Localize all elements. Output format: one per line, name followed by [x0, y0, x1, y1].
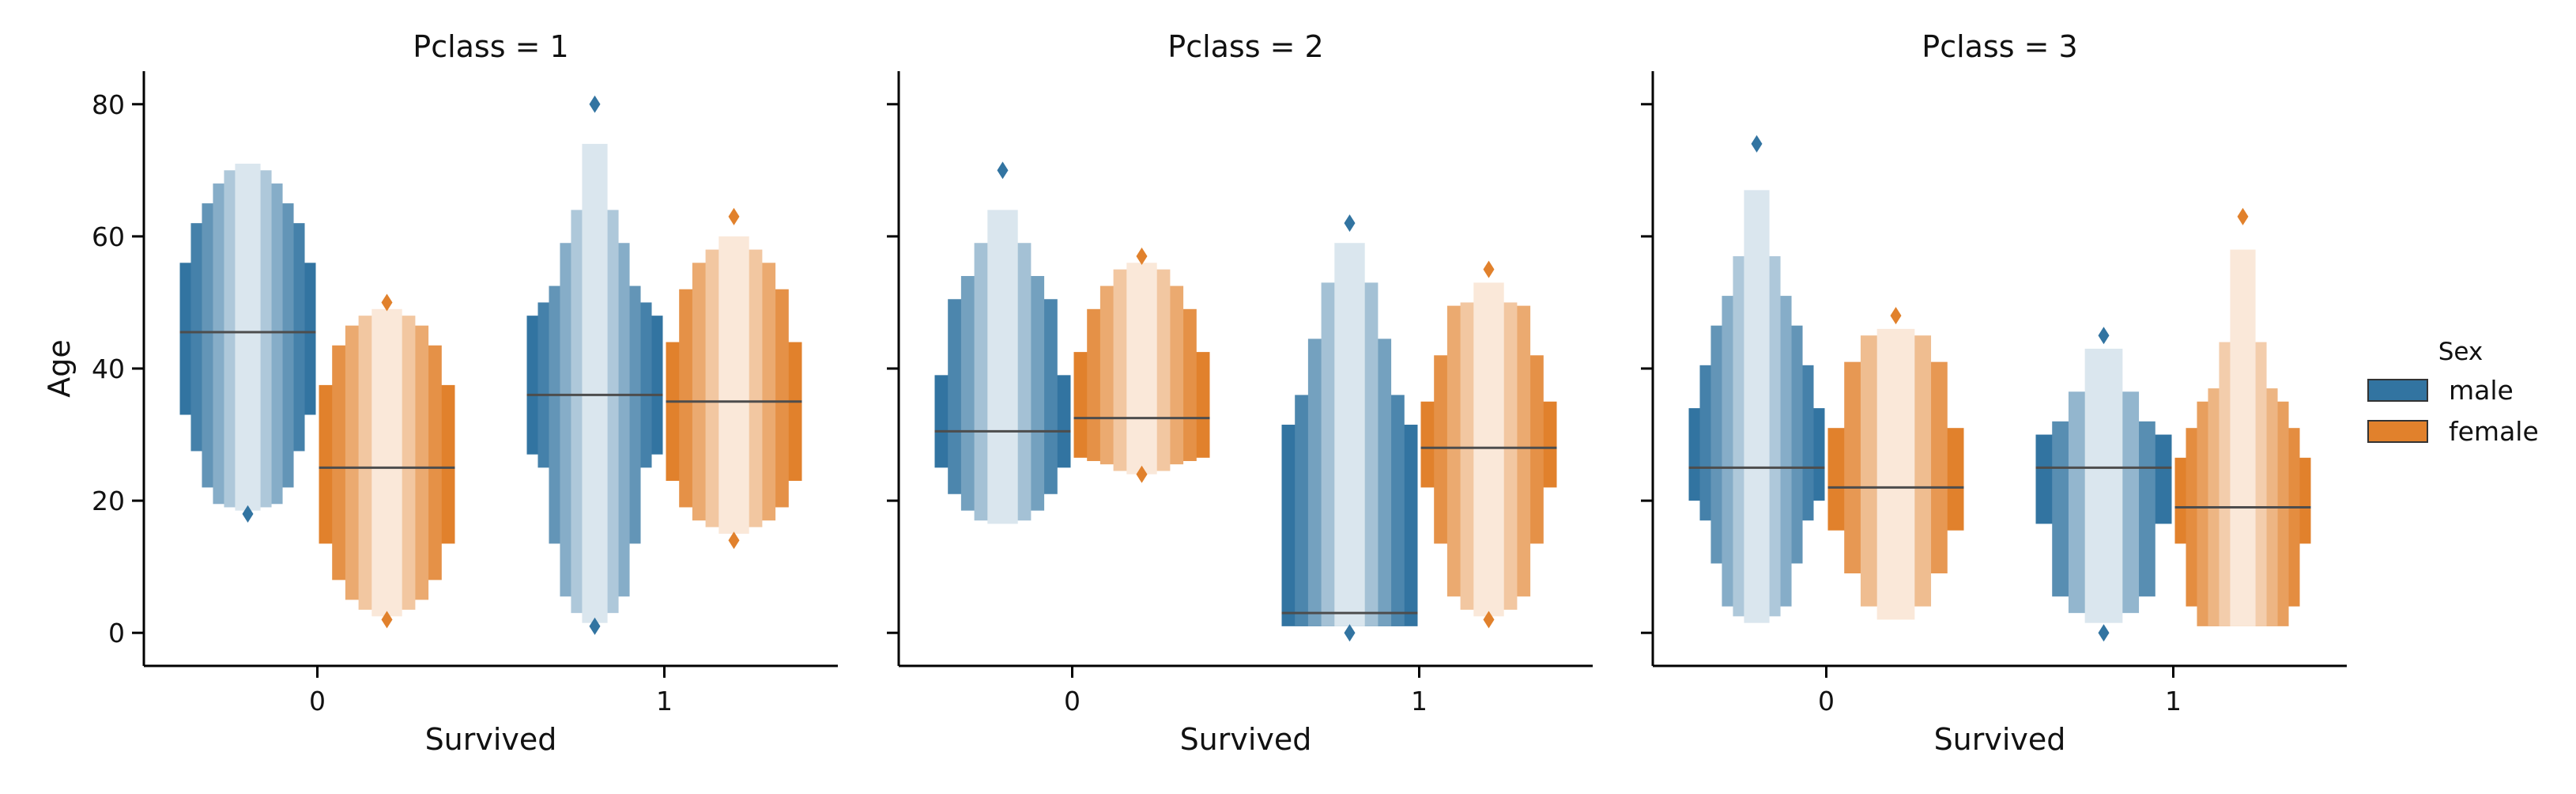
boxen-level	[1744, 190, 1770, 623]
legend-swatch-male	[2367, 379, 2428, 402]
boxen-female-survived-0	[319, 293, 455, 629]
x-tick-label: 1	[1411, 686, 1428, 716]
outlier-point	[381, 611, 393, 629]
boxen-level	[2084, 348, 2123, 623]
boxen-female-survived-0	[1073, 247, 1210, 483]
panel-2	[887, 71, 1593, 678]
boxen-level	[1126, 263, 1157, 475]
boxen-male-survived-1	[2035, 327, 2172, 642]
outlier-point	[2237, 207, 2249, 225]
panel-1	[132, 71, 838, 678]
outlier-point	[2098, 624, 2110, 642]
boxen-level	[718, 236, 749, 534]
boxen-level	[2230, 249, 2256, 626]
outlier-point	[728, 531, 740, 550]
x-axis-label: Survived	[1180, 722, 1312, 757]
x-axis-label: Survived	[425, 722, 557, 757]
x-tick-label: 1	[2165, 686, 2182, 716]
boxen-female-survived-1	[666, 207, 802, 550]
legend	[2367, 379, 2428, 443]
panel-title: Pclass = 1	[413, 29, 568, 64]
outlier-point	[1751, 134, 1763, 153]
x-axis-label: Survived	[1934, 722, 2066, 757]
legend-label-female: female	[2449, 416, 2539, 447]
x-tick-label: 0	[1064, 686, 1081, 716]
legend-label-male: male	[2449, 375, 2514, 406]
panel-title: Pclass = 3	[1922, 29, 2077, 64]
boxen-male-survived-1	[1281, 214, 1418, 642]
outlier-point	[242, 505, 254, 523]
boxen-female-survived-1	[2174, 207, 2311, 626]
boxen-male-survived-0	[179, 163, 316, 523]
boxen-male-survived-0	[934, 161, 1071, 524]
panel-3	[1641, 71, 2347, 678]
boxen-male-survived-1	[526, 95, 663, 635]
y-tick-label: 0	[108, 618, 125, 648]
x-tick-label: 0	[309, 686, 326, 716]
outlier-point	[1890, 307, 1902, 325]
outlier-point	[1136, 465, 1148, 483]
boxen-level	[372, 308, 402, 617]
outlier-point	[1136, 247, 1148, 265]
y-tick-label: 80	[92, 89, 125, 120]
boxen-female-survived-1	[1420, 260, 1557, 629]
outlier-point	[728, 207, 740, 225]
legend-title: Sex	[2438, 338, 2484, 366]
legend-swatch-female	[2367, 420, 2428, 443]
outlier-point	[381, 293, 393, 312]
outlier-point	[1483, 260, 1495, 278]
outlier-point	[1344, 214, 1356, 233]
outlier-point	[997, 161, 1009, 180]
x-tick-label: 1	[656, 686, 673, 716]
outlier-point	[589, 95, 601, 113]
boxen-level	[1876, 328, 1915, 620]
outlier-point	[1344, 624, 1356, 642]
y-tick-label: 40	[92, 354, 125, 384]
boxen-level	[582, 143, 608, 623]
boxen-level	[987, 210, 1018, 524]
y-tick-label: 20	[92, 486, 125, 516]
y-axis-label: Age	[42, 339, 77, 398]
outlier-point	[589, 617, 601, 635]
outlier-point	[2098, 327, 2110, 345]
boxen-level	[1473, 282, 1504, 617]
panel-title: Pclass = 2	[1167, 29, 1323, 64]
boxen-level	[235, 163, 261, 511]
boxen-level	[1334, 243, 1365, 626]
boxen-female-survived-0	[1827, 307, 1964, 620]
x-tick-label: 0	[1818, 686, 1835, 716]
y-tick-label: 60	[92, 221, 125, 252]
outlier-point	[1483, 611, 1495, 629]
boxen-male-survived-0	[1688, 134, 1825, 623]
